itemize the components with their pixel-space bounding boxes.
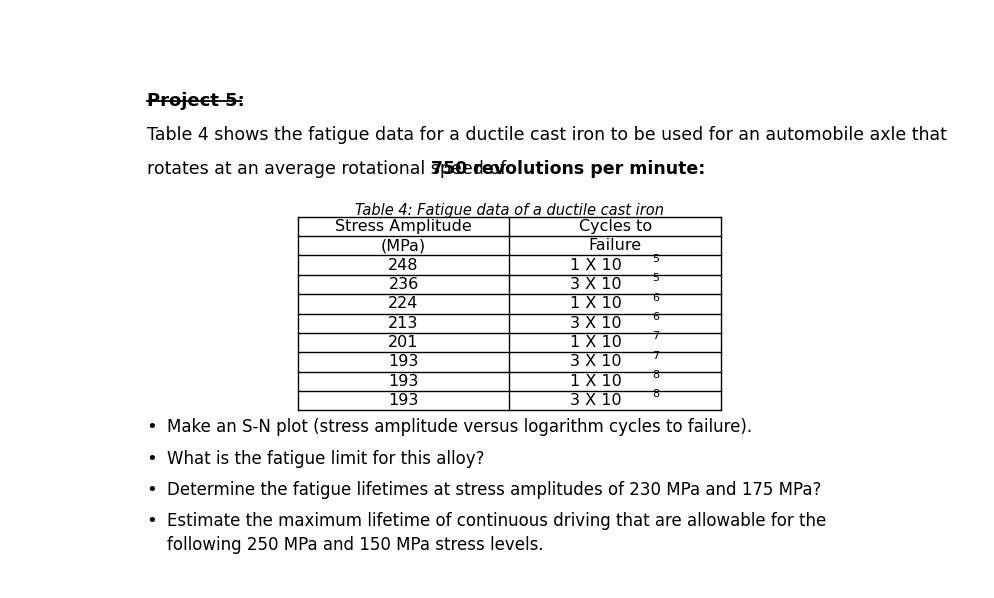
Text: 193: 193 bbox=[389, 393, 418, 408]
Text: 3 X 10: 3 X 10 bbox=[571, 393, 622, 408]
Text: Failure: Failure bbox=[588, 239, 642, 254]
Text: 6: 6 bbox=[652, 312, 659, 322]
Text: Estimate the maximum lifetime of continuous driving that are allowable for the: Estimate the maximum lifetime of continu… bbox=[167, 512, 826, 530]
Text: 8: 8 bbox=[652, 389, 659, 399]
Text: 236: 236 bbox=[389, 277, 418, 292]
Text: 1 X 10: 1 X 10 bbox=[571, 335, 622, 350]
Text: 193: 193 bbox=[389, 374, 418, 389]
Text: 201: 201 bbox=[389, 335, 418, 350]
Text: Determine the fatigue lifetimes at stress amplitudes of 230 MPa and 175 MPa?: Determine the fatigue lifetimes at stres… bbox=[167, 481, 821, 499]
Text: 248: 248 bbox=[389, 258, 418, 273]
Text: 3 X 10: 3 X 10 bbox=[571, 355, 622, 370]
Text: 3 X 10: 3 X 10 bbox=[571, 277, 622, 292]
Text: •: • bbox=[146, 481, 157, 499]
Text: •: • bbox=[146, 512, 157, 530]
Text: Table 4 shows the fatigue data for a ductile cast iron to be used for an automob: Table 4 shows the fatigue data for a duc… bbox=[147, 126, 947, 144]
Text: 7: 7 bbox=[652, 350, 659, 361]
Text: 7: 7 bbox=[652, 331, 659, 341]
Text: Make an S-N plot (stress amplitude versus logarithm cycles to failure).: Make an S-N plot (stress amplitude versu… bbox=[167, 419, 751, 437]
Text: 8: 8 bbox=[652, 370, 659, 380]
Text: •: • bbox=[146, 419, 157, 437]
Text: Table 4: Fatigue data of a ductile cast iron: Table 4: Fatigue data of a ductile cast … bbox=[355, 203, 664, 218]
Text: Project 5:: Project 5: bbox=[147, 93, 246, 111]
Text: 6: 6 bbox=[652, 292, 659, 303]
Text: 224: 224 bbox=[389, 297, 418, 312]
Text: following 250 MPa and 150 MPa stress levels.: following 250 MPa and 150 MPa stress lev… bbox=[167, 536, 544, 554]
Text: (MPa): (MPa) bbox=[381, 239, 426, 254]
Text: •: • bbox=[146, 450, 157, 468]
Text: 193: 193 bbox=[389, 355, 418, 370]
Text: 5: 5 bbox=[652, 254, 659, 264]
Text: rotates at an average rotational speed of: rotates at an average rotational speed o… bbox=[147, 160, 512, 178]
Text: 1 X 10: 1 X 10 bbox=[571, 374, 622, 389]
Text: 750 revolutions per minute:: 750 revolutions per minute: bbox=[430, 160, 705, 178]
Text: 213: 213 bbox=[389, 316, 418, 331]
Text: Stress Amplitude: Stress Amplitude bbox=[335, 219, 472, 234]
Text: 1 X 10: 1 X 10 bbox=[571, 258, 622, 273]
Text: What is the fatigue limit for this alloy?: What is the fatigue limit for this alloy… bbox=[167, 450, 484, 468]
Text: 3 X 10: 3 X 10 bbox=[571, 316, 622, 331]
Text: 1 X 10: 1 X 10 bbox=[571, 297, 622, 312]
Text: 5: 5 bbox=[652, 273, 659, 283]
Text: Cycles to: Cycles to bbox=[579, 219, 652, 234]
